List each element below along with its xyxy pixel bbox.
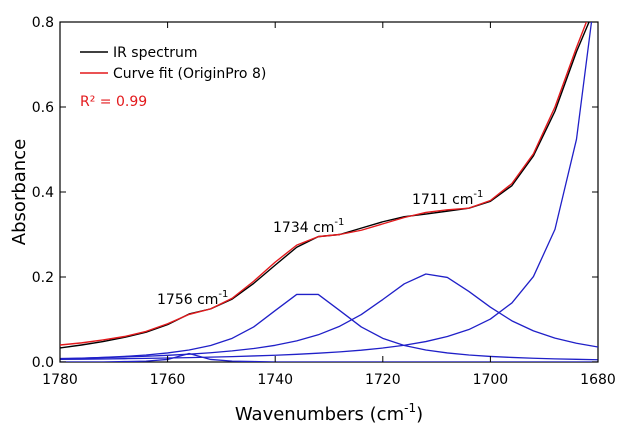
x-tick-label: 1720 bbox=[365, 372, 401, 388]
y-tick-label: 0.4 bbox=[32, 185, 54, 201]
y-tick-label: 0.8 bbox=[32, 15, 54, 31]
annotation-text: 1711 cm bbox=[412, 192, 473, 208]
series-line bbox=[60, 22, 588, 346]
y-tick-label: 0.2 bbox=[32, 270, 54, 286]
x-axis-label-text: Wavenumbers (cm bbox=[235, 404, 404, 425]
annotation-sup: -1 bbox=[334, 217, 344, 228]
x-tick-label: 1740 bbox=[257, 372, 293, 388]
annotation: R² = 0.99 bbox=[80, 94, 147, 110]
series-line bbox=[60, 293, 598, 361]
x-axis-label-sup: -1 bbox=[404, 401, 416, 415]
x-tick-label: 1780 bbox=[42, 372, 78, 388]
legend-label: IR spectrum bbox=[113, 45, 198, 61]
x-tick-label: 1760 bbox=[150, 372, 186, 388]
annotation: 1756 cm-1 bbox=[157, 289, 228, 308]
annotation-text: 1734 cm bbox=[273, 220, 334, 236]
y-tick-label: 0.0 bbox=[32, 355, 54, 371]
y-tick-label: 0.6 bbox=[32, 100, 54, 116]
series-line bbox=[60, 273, 598, 360]
y-axis-label: Absorbance bbox=[9, 139, 30, 245]
annotation-text: 1756 cm bbox=[157, 292, 218, 308]
annotation: 1711 cm-1 bbox=[412, 189, 483, 208]
annotation-sup: -1 bbox=[473, 189, 483, 200]
plot-lines bbox=[60, 22, 598, 362]
x-tick-label: 1680 bbox=[580, 372, 616, 388]
x-axis-label-tail: ) bbox=[416, 404, 423, 425]
series-line bbox=[60, 352, 598, 362]
x-axis-label: Wavenumbers (cm-1) bbox=[235, 401, 423, 425]
series-line bbox=[60, 22, 593, 361]
annotation-sup: -1 bbox=[218, 289, 228, 300]
annotation: 1734 cm-1 bbox=[273, 217, 344, 236]
annotation-text: R² = 0.99 bbox=[80, 94, 147, 110]
legend-label: Curve fit (OriginPro 8) bbox=[113, 66, 266, 82]
x-tick-label: 1700 bbox=[473, 372, 509, 388]
